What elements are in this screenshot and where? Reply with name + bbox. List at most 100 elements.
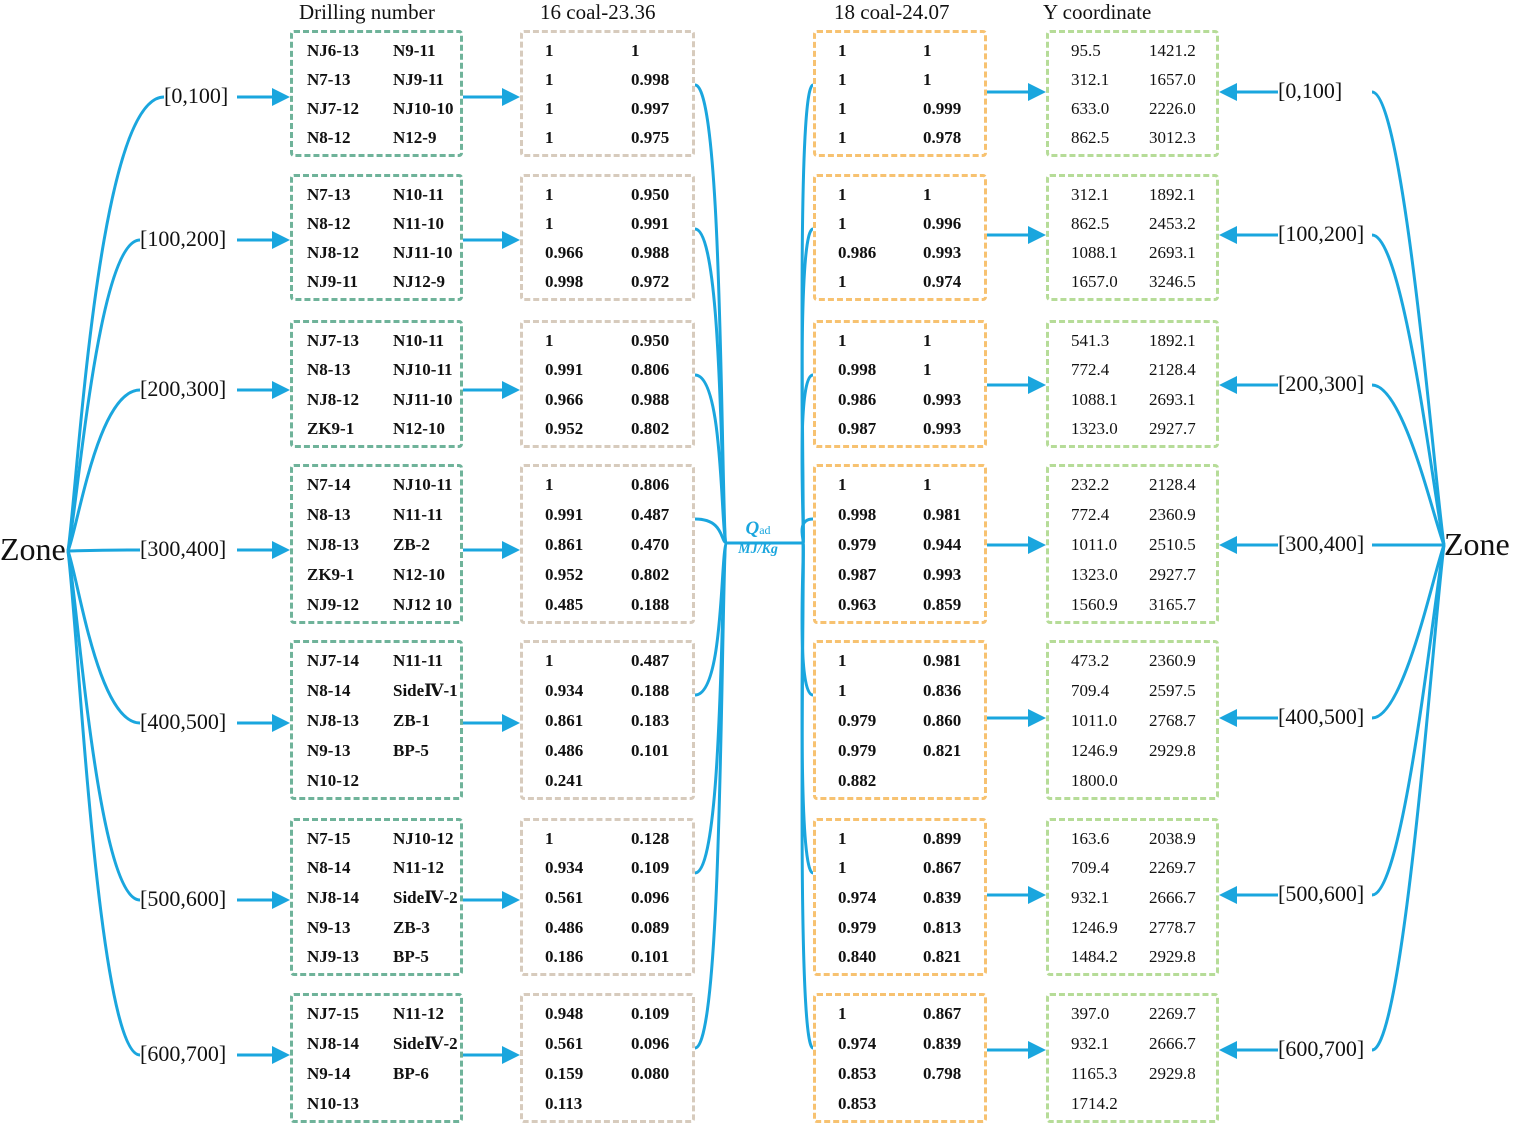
c16-cell: 0.101 [631,947,670,967]
ycoord-cell: 772.4 [1071,505,1110,524]
ycoord-cell: 2768.7 [1149,711,1196,730]
c16-cell: 0.101 [631,741,670,760]
c16-cell: 0.096 [631,1034,670,1053]
c18-cell: 0.998 [838,505,877,524]
ycoord-cell: 862.5 [1071,213,1110,233]
drill-cell: NJ8-13 [307,535,359,554]
ycoord-cell: 709.4 [1071,858,1110,878]
ycoord-box-6: 397.0 2269.7 932.1 2666.7 1165.3 2929.8 1714.2 [1046,993,1219,1123]
ycoord-box-4: 473.2 2360.9 709.4 2597.5 1011.0 2768.7 1246.9… [1046,640,1219,800]
c18-cell: 0.813 [923,917,962,937]
ycoord-cell: 1421.2 [1149,40,1196,60]
c16-cell: 0.988 [631,243,670,263]
c18-cell: 0.979 [838,917,877,937]
ycoord-cell: 1323.0 [1071,565,1118,584]
drill-cell: N9-14 [307,1064,351,1083]
ycoord-cell: 3246.5 [1149,272,1196,292]
center-to-coal18-curve [800,541,815,1050]
drill-box-3: N7-14 NJ10-11 N8-13 N11-11 NJ8-13 ZB-2 ZK9-1 N1… [290,464,463,624]
drill-cell: N12-9 [393,128,437,148]
c16-cell: 0.972 [631,272,670,292]
drill-cell: NJ10-10 [393,99,454,119]
drill-cell: N7-15 [307,828,351,848]
range-label-left: [100,200] [140,226,227,251]
c16-cell: 0.991 [545,360,584,380]
drill-cell: NJ7-13 [307,330,359,350]
zone-left-curve [66,550,141,725]
c18-cell: 1 [838,828,847,848]
c18-cell: 0.986 [838,243,877,263]
ycoord-cell: 1011.0 [1071,535,1118,554]
c16-cell: 0.998 [631,69,670,89]
c18-cell: 0.839 [923,1034,962,1053]
drill-box-4: NJ7-14 N11-11 N8-14 SideⅣ-1 NJ8-13 ZB-1 N9-13 B… [290,640,463,800]
drill-cell: NJ10-11 [393,475,453,494]
c16-cell: 0.966 [545,389,584,409]
c16-cell: 0.966 [545,243,584,263]
ycoord-cell: 1657.0 [1149,69,1196,89]
drill-cell: NJ9-12 [307,595,359,614]
c16-cell: 1 [545,828,554,848]
c16-cell: 1 [545,330,554,350]
c16-cell: 1 [545,128,554,148]
c16-cell: 0.089 [631,917,670,937]
drill-cell: ZB-2 [393,535,430,554]
drill-cell: ZB-1 [393,711,430,730]
ycoord-cell: 1323.0 [1071,419,1118,439]
ycoord-cell: 2128.4 [1149,360,1196,380]
drill-cell: N8-13 [307,505,351,524]
ycoord-cell: 2038.9 [1149,828,1196,848]
c18-cell: 0.974 [923,272,962,292]
ycoord-cell: 2510.5 [1149,535,1196,554]
range-label-right: [300,400] [1278,531,1365,556]
c18-cell: 0.860 [923,711,962,730]
c16-cell: 0.183 [631,711,670,730]
c18-cell: 0.944 [923,535,962,554]
c18-cell: 0.996 [923,213,962,233]
c16-cell: 0.934 [545,858,584,878]
ycoord-cell: 2929.8 [1149,947,1196,967]
c18-cell: 0.979 [838,535,877,554]
c18-cell: 0.839 [923,888,962,907]
drill-cell: N9-13 [307,917,351,937]
drill-cell: N7-13 [307,69,351,89]
c16-cell: 0.806 [631,360,670,380]
c18-cell: 0.867 [923,858,962,878]
c18-cell: 0.974 [838,1034,877,1053]
qad-unit: MJ/Kg [738,542,778,557]
c16-cell: 0.080 [631,1064,670,1083]
ycoord-cell: 2360.9 [1149,651,1196,670]
c16-cell: 0.802 [631,419,670,439]
ycoord-cell: 2226.0 [1149,99,1196,119]
header-y-coordinate: Y coordinate [1043,0,1152,24]
c16-cell: 0.470 [631,535,670,554]
ycoord-cell: 2453.2 [1149,213,1196,233]
c18-box-3: 1 1 0.998 0.981 0.979 0.944 0.987 0.993 0.963 0.8… [813,464,987,624]
c18-cell: 0.998 [838,360,877,380]
c16-cell: 0.109 [631,1004,670,1023]
drill-cell: SideⅣ-2 [393,1034,458,1053]
drill-box-6: NJ7-15 N11-12 NJ8-14 SideⅣ-2 N9-14 BP-6 N10-13 [290,993,463,1123]
zone-right-curve [1371,233,1446,546]
ycoord-cell: 772.4 [1071,360,1110,380]
drill-cell: NJ8-14 [307,888,359,907]
ycoord-box-1: 312.1 1892.1 862.5 2453.2 1088.1 2693.1 1657.0… [1046,174,1219,301]
drill-cell: NJ8-12 [307,389,359,409]
drill-cell: NJ7-12 [307,99,359,119]
header-drilling-number: Drilling number [299,0,435,24]
drill-cell: N11-10 [393,213,444,233]
zone-left-curve [66,95,165,552]
c16-cell: 0.487 [631,651,670,670]
c16-cell: 0.188 [631,681,670,700]
c18-cell: 0.981 [923,651,962,670]
ycoord-box-2: 541.3 1892.1 772.4 2128.4 1088.1 2693.1 1323.0… [1046,320,1219,448]
zone-right-curve [1371,544,1446,897]
ycoord-cell: 709.4 [1071,681,1110,700]
c16-cell: 0.975 [631,128,670,148]
c16-cell: 0.487 [631,505,670,524]
ycoord-cell: 3165.7 [1149,595,1196,614]
ycoord-cell: 312.1 [1071,184,1110,204]
c18-cell: 0.981 [923,505,962,524]
ycoord-cell: 1484.2 [1071,947,1118,967]
ycoord-cell: 1560.9 [1071,595,1118,614]
